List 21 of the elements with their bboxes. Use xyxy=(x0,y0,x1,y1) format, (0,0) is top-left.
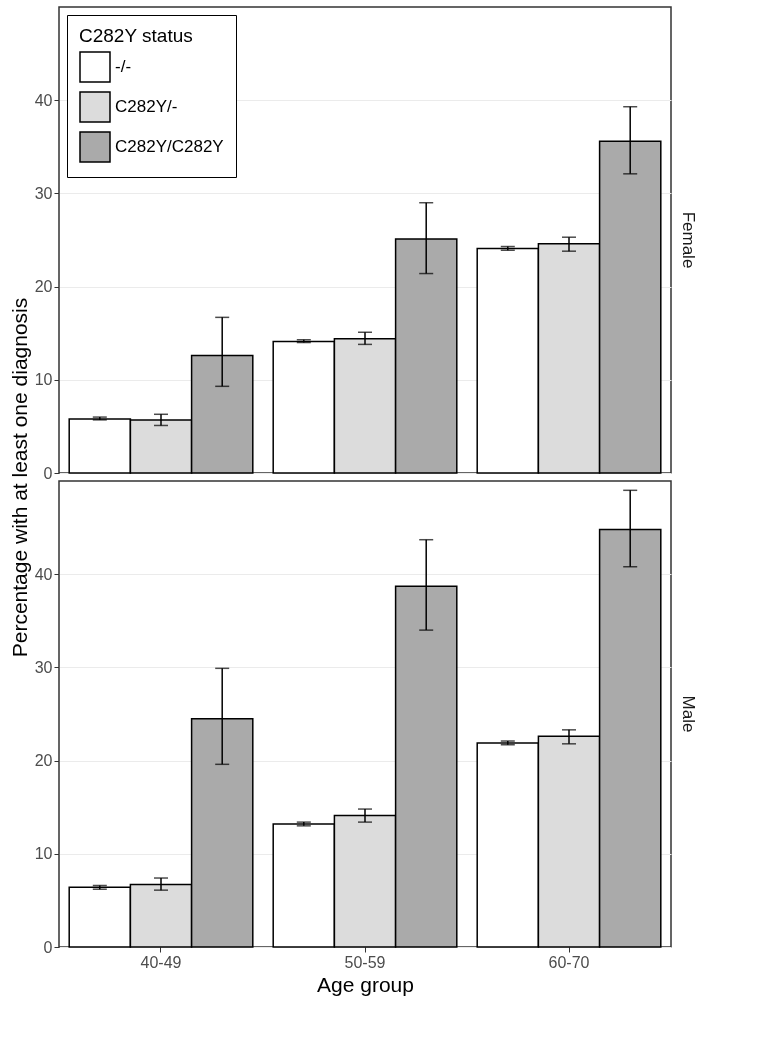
x-tick-label: 60-70 xyxy=(548,953,590,971)
y-axis-title: Percentage with at least one diagnosis xyxy=(7,297,31,658)
y-tick-label: 20 xyxy=(34,278,53,296)
y-tick-label: 30 xyxy=(34,658,53,676)
y-tick-label: 10 xyxy=(34,845,53,863)
legend-label: -/- xyxy=(115,57,132,76)
y-tick-label: 20 xyxy=(34,752,53,770)
y-tick-label: 10 xyxy=(34,371,53,389)
text: Male xyxy=(679,695,698,733)
legend-title: C282Y status xyxy=(79,25,193,46)
y-tick-label: 30 xyxy=(34,184,53,202)
y-tick-label: 40 xyxy=(34,565,53,583)
legend-label: C282Y/C282Y xyxy=(115,137,224,156)
y-tick-label: 0 xyxy=(43,464,53,482)
x-tick-label: 40-49 xyxy=(140,953,182,971)
y-tick-label: 0 xyxy=(43,938,53,956)
text: Female xyxy=(679,211,698,269)
legend-label: C282Y/- xyxy=(115,97,178,116)
y-tick-label: 40 xyxy=(34,91,53,109)
x-axis-title: Age group xyxy=(317,972,414,996)
x-tick-label: 50-59 xyxy=(344,953,386,971)
